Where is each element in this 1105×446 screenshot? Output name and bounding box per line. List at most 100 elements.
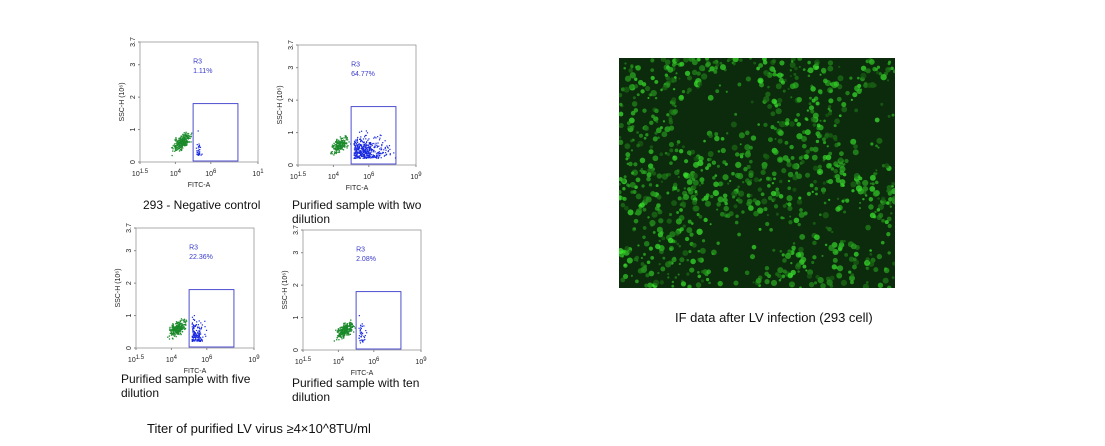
event-dot — [354, 149, 356, 151]
event-dot — [362, 157, 364, 159]
cell-glow — [698, 184, 701, 187]
cell-glow — [803, 154, 809, 160]
event-dot — [356, 146, 358, 148]
cell-glow — [828, 244, 835, 252]
event-dot — [346, 331, 348, 334]
cell-glow — [811, 98, 816, 103]
x-tick-exp: 1.5 — [140, 169, 149, 175]
x-tick-exp: 9 — [423, 357, 427, 363]
event-dot — [371, 144, 373, 147]
cell-glow — [807, 74, 811, 78]
event-dot — [353, 153, 355, 155]
cell-glow — [713, 69, 718, 74]
event-dot — [186, 135, 189, 138]
cell-glow — [827, 60, 834, 66]
cell-glow — [627, 209, 634, 216]
cell-glow — [680, 281, 687, 287]
event-dot — [358, 131, 361, 133]
cell-glow — [796, 122, 802, 127]
cell-glow — [647, 96, 650, 100]
cell-glow — [656, 194, 662, 200]
cell-glow — [625, 152, 631, 158]
event-dot — [353, 325, 355, 328]
cell-glow — [677, 196, 682, 201]
event-dot — [183, 135, 185, 137]
cell-glow — [787, 202, 792, 207]
x-tick-label: 101.5 — [132, 169, 149, 178]
gate-percent: 22.36% — [189, 254, 213, 261]
cell-glow — [645, 133, 649, 137]
cell-glow — [763, 96, 770, 103]
cell-glow — [704, 200, 711, 207]
cell-glow — [734, 152, 740, 157]
cell-glow — [818, 213, 822, 217]
cell-glow — [699, 177, 705, 182]
event-dot — [331, 144, 334, 146]
event-dot — [199, 340, 202, 342]
event-dot — [355, 139, 357, 141]
cell-glow — [619, 122, 624, 129]
cell-glow — [633, 257, 638, 262]
event-dot — [366, 141, 368, 143]
event-dot — [188, 137, 190, 139]
cell-glow — [722, 197, 728, 203]
cell-glow — [686, 179, 693, 185]
event-dot — [364, 151, 366, 154]
event-dot — [195, 335, 197, 337]
cell-glow — [713, 181, 719, 188]
event-dot — [189, 135, 191, 138]
event-dot — [363, 141, 365, 143]
cell-glow — [677, 273, 680, 276]
event-dot — [344, 136, 347, 138]
event-dot — [356, 144, 359, 146]
x-tick-label: 106 — [205, 169, 217, 178]
cell-glow — [623, 86, 630, 93]
cell-glow — [851, 264, 857, 270]
cell-glow — [630, 149, 634, 152]
cell-glow — [682, 224, 686, 228]
event-dot — [178, 144, 180, 147]
event-dot — [174, 139, 176, 141]
event-dot — [365, 148, 367, 150]
gate-percent: 2.08% — [356, 256, 376, 263]
cell-glow — [767, 184, 771, 188]
cell-glow — [657, 136, 660, 140]
cell-glow — [793, 217, 800, 224]
event-dot — [193, 326, 195, 328]
event-dot — [192, 335, 195, 337]
event-dot — [340, 145, 343, 147]
cell-glow — [876, 65, 881, 69]
cell-glow — [668, 142, 675, 148]
event-dot — [369, 152, 371, 154]
cell-glow — [639, 206, 642, 210]
cell-glow — [703, 139, 706, 143]
event-dot — [174, 146, 177, 148]
event-dot — [181, 328, 183, 330]
cell-glow — [828, 198, 831, 202]
event-dot — [204, 326, 206, 328]
event-dot — [199, 340, 201, 342]
event-dot — [354, 327, 356, 329]
event-dot — [185, 319, 187, 321]
cell-glow — [752, 198, 757, 203]
event-dot — [350, 319, 352, 321]
event-dot — [342, 330, 344, 332]
event-dot — [197, 324, 200, 326]
event-dot — [181, 331, 184, 333]
event-dot — [182, 138, 185, 141]
x-tick-base: 10 — [201, 357, 209, 364]
cell-glow — [698, 155, 704, 162]
x-tick-label: 109 — [415, 357, 427, 366]
event-dot — [343, 324, 345, 327]
event-dot — [359, 150, 362, 152]
event-dot — [344, 324, 347, 326]
event-dot — [193, 319, 196, 321]
event-dot — [353, 144, 355, 146]
event-dot — [178, 147, 181, 150]
cell-glow — [772, 72, 777, 77]
cell-glow — [619, 189, 622, 195]
event-dot — [348, 325, 351, 327]
event-dot — [346, 137, 348, 139]
cell-glow — [807, 69, 810, 73]
event-dot — [333, 152, 336, 155]
